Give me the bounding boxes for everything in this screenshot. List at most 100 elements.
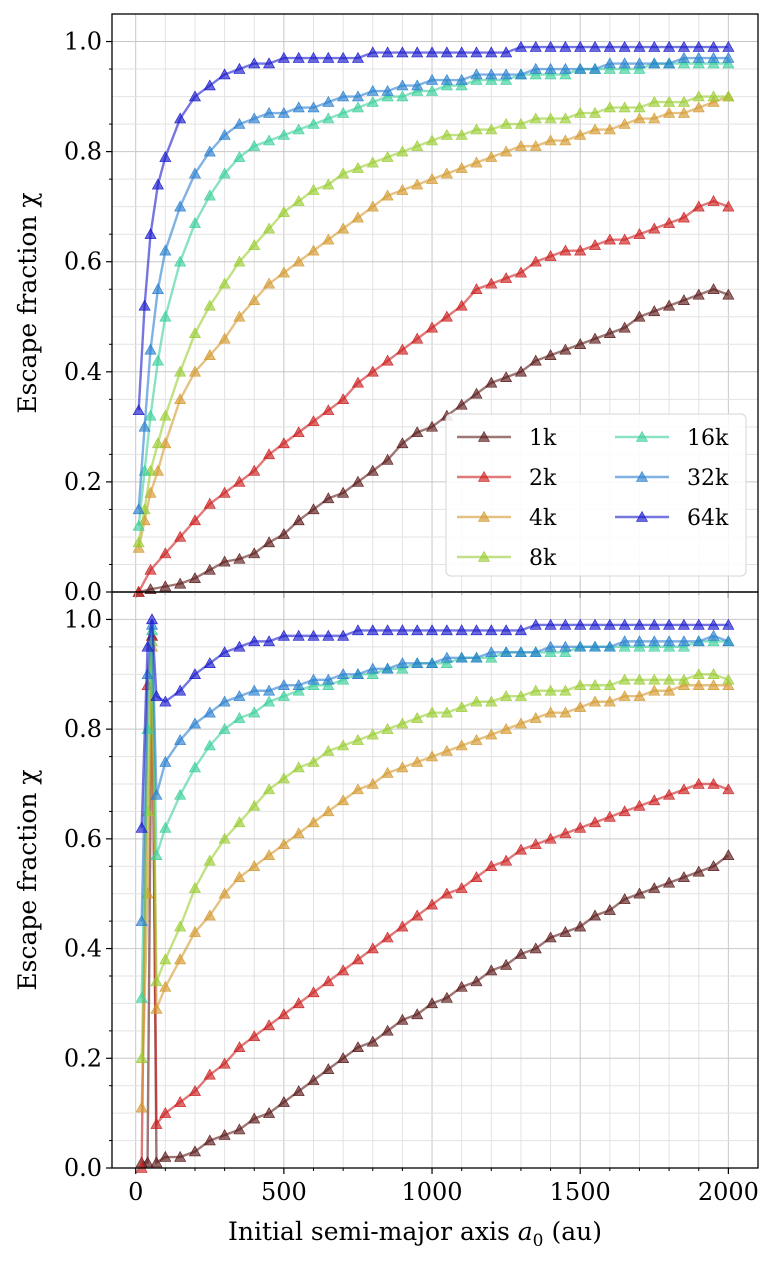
data-point-64k [485, 624, 498, 636]
data-point-64k [188, 90, 201, 102]
legend-label: 64k [687, 506, 729, 531]
x-tick-label: 1500 [550, 1178, 611, 1206]
data-point-8k [292, 761, 305, 773]
data-point-16k [440, 79, 453, 91]
data-point-2k [544, 832, 557, 844]
series-1k [132, 283, 735, 597]
data-point-8k [722, 90, 735, 102]
data-point-16k [722, 57, 735, 69]
data-point-64k [292, 51, 305, 63]
data-point-4k [455, 162, 468, 173]
data-point-16k [381, 90, 394, 102]
data-point-16k [707, 635, 720, 647]
data-point-4k [470, 733, 483, 745]
data-point-2k [366, 365, 379, 377]
data-point-64k [544, 618, 557, 630]
data-point-2k [396, 920, 409, 932]
data-point-2k [174, 530, 187, 542]
data-point-64k [544, 40, 557, 52]
data-point-32k [174, 200, 187, 212]
data-point-32k [174, 733, 187, 745]
data-point-2k [648, 222, 661, 234]
data-point-2k [692, 200, 705, 212]
legend-item-4k: 4k [457, 506, 557, 531]
data-point-16k [174, 788, 187, 800]
y-tick-label: 0.0 [64, 1154, 102, 1182]
data-point-64k [633, 40, 646, 52]
legend-box [445, 413, 747, 577]
data-point-32k [440, 73, 453, 85]
data-point-4k [337, 222, 350, 234]
series-32k [135, 618, 735, 926]
data-point-64k [426, 46, 439, 58]
data-point-1k [722, 849, 735, 861]
data-point-8k [470, 123, 483, 135]
data-point-2k [188, 514, 201, 526]
data-point-32k [455, 73, 468, 85]
data-point-64k [174, 684, 187, 696]
legend-item-32k: 32k [615, 466, 729, 491]
data-point-8k [648, 673, 661, 685]
data-point-4k [411, 178, 424, 190]
data-point-4k [174, 393, 187, 405]
x-axis-label: Initial semi-major axis a0 (au) [228, 1217, 602, 1251]
data-point-1k [233, 552, 246, 564]
data-point-64k [603, 40, 616, 52]
data-point-2k [455, 299, 468, 311]
data-point-32k [603, 57, 616, 69]
data-point-4k [692, 101, 705, 113]
data-point-8k [440, 128, 453, 140]
data-point-64k [514, 624, 527, 636]
data-point-16k [203, 739, 216, 751]
data-point-64k [440, 624, 453, 636]
data-point-4k [203, 909, 216, 921]
data-point-32k [633, 635, 646, 647]
data-point-64k [589, 618, 602, 630]
data-point-2k [203, 497, 216, 509]
data-point-2k [351, 953, 364, 965]
data-point-1k [218, 555, 231, 567]
data-point-4k [618, 117, 631, 129]
data-point-64k [322, 51, 335, 63]
data-point-16k [633, 62, 646, 74]
data-point-16k [135, 991, 148, 1003]
data-point-8k [559, 684, 572, 696]
data-point-1k [307, 1074, 320, 1085]
legend-item-1k: 1k [457, 426, 557, 451]
y-tick-label: 1.0 [64, 28, 102, 56]
data-point-2k [248, 464, 261, 476]
data-point-8k [337, 739, 350, 751]
data-point-64k [248, 57, 261, 69]
data-point-8k [292, 195, 305, 206]
data-point-4k [248, 294, 261, 305]
data-point-4k [603, 123, 616, 135]
series-8k [135, 635, 735, 1063]
data-point-64k [722, 618, 735, 630]
data-point-1k [248, 547, 261, 559]
data-point-16k [396, 90, 409, 102]
data-point-16k [455, 79, 468, 91]
data-point-8k [544, 112, 557, 124]
data-point-64k [203, 657, 216, 669]
data-point-4k [159, 980, 172, 992]
data-point-32k [396, 657, 409, 669]
data-point-64k [218, 68, 231, 80]
data-point-64k [233, 62, 246, 74]
data-point-64k [144, 228, 157, 239]
data-point-1k [150, 1156, 163, 1168]
data-point-16k [263, 695, 276, 707]
y-tick-label: 0.6 [64, 248, 102, 276]
data-point-2k [677, 783, 690, 795]
data-point-2k [707, 195, 720, 206]
data-point-2k [233, 475, 246, 487]
data-point-4k [322, 233, 335, 245]
data-point-4k [188, 925, 201, 937]
data-point-32k [500, 68, 513, 80]
data-point-8k [337, 167, 350, 179]
data-point-32k [381, 84, 394, 96]
data-point-4k [396, 761, 409, 773]
data-point-64k [411, 624, 424, 636]
data-point-4k [366, 200, 379, 212]
data-point-8k [514, 690, 527, 701]
